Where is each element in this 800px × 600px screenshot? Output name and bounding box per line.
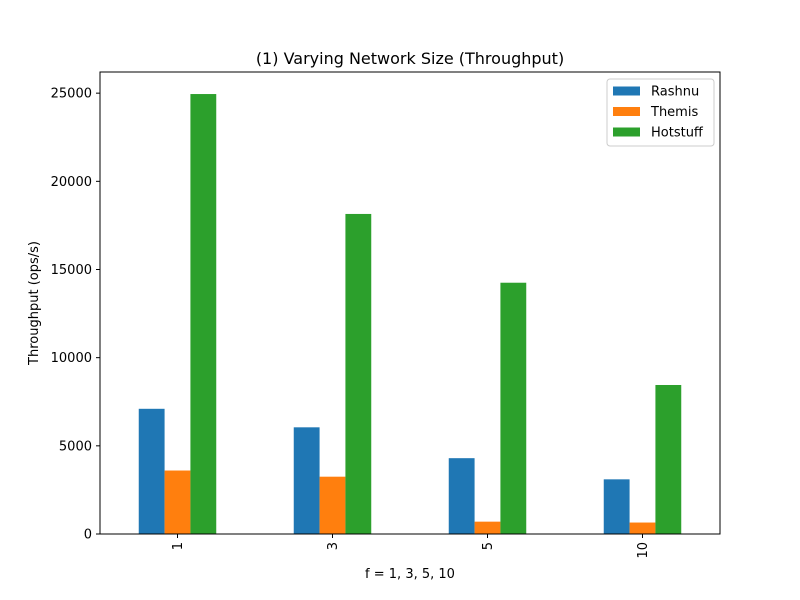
legend-label-themis: Themis [650,105,698,120]
bar-themis-5 [474,521,501,534]
y-tick-label: 5000 [59,439,92,454]
bar-rashnu-1 [138,408,165,534]
y-tick-label: 0 [84,528,92,543]
bar-hotstuff-10 [655,384,682,534]
chart-title: (1) Varying Network Size (Throughput) [256,49,564,68]
y-axis-label: Throughput (ops/s) [27,241,42,366]
legend-swatch-rashnu [613,86,640,96]
bar-hotstuff-1 [190,94,217,534]
bar-rashnu-10 [603,479,630,534]
x-tick-label: 5 [481,542,496,550]
bar-themis-10 [629,522,656,534]
legend-swatch-hotstuff [613,127,640,137]
y-tick-label: 20000 [51,175,92,190]
bar-rashnu-5 [448,458,475,534]
plot-area-frame [99,71,721,535]
x-tick-label: 3 [326,542,341,550]
bar-rashnu-3 [293,427,320,534]
bars-layer [138,94,682,534]
bar-themis-3 [319,476,346,534]
y-tick-label: 25000 [51,87,92,102]
legend: Rashnu Themis Hotstuff [606,78,715,147]
bar-themis-1 [164,470,191,534]
legend-label-hotstuff: Hotstuff [651,126,704,141]
y-tick-label: 10000 [51,351,92,366]
legend-swatch-themis [613,107,640,116]
y-axis: 0 5000 10000 15000 20000 25000 [51,87,100,543]
x-tick-label: 10 [636,542,651,559]
x-axis-label: f = 1, 3, 5, 10 [365,567,455,582]
x-axis: 1 3 5 10 [171,534,651,559]
x-tick-label: 1 [171,542,186,550]
bar-hotstuff-5 [500,282,527,534]
legend-label-rashnu: Rashnu [651,85,699,100]
y-tick-label: 15000 [51,263,92,278]
bar-hotstuff-3 [345,213,372,534]
